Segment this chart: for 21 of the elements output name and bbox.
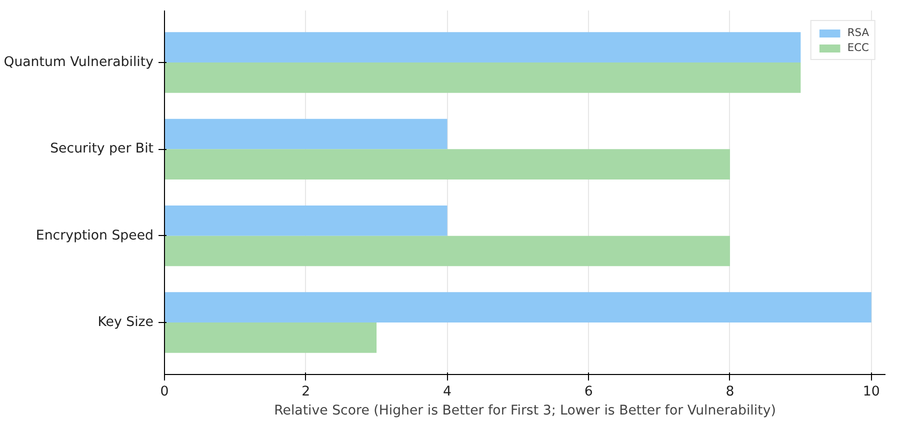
bar xyxy=(164,322,377,353)
x-tick-label: 4 xyxy=(443,384,452,400)
x-tick-label: 0 xyxy=(160,384,169,400)
x-axis-title: Relative Score (Higher is Better for First 3; Lower is Better for Vulnerability) xyxy=(274,404,776,418)
bar xyxy=(164,206,448,236)
legend-label: ECC xyxy=(847,41,869,54)
y-tick-label: Encryption Speed xyxy=(36,228,154,244)
legend-label: RSA xyxy=(847,26,869,39)
y-tick-label: Key Size xyxy=(98,315,154,330)
x-tick-label: 8 xyxy=(726,384,734,400)
x-tick-label: 2 xyxy=(302,384,310,400)
y-tick-label: Quantum Vulnerability xyxy=(4,55,154,70)
x-tick-label: 6 xyxy=(584,384,593,400)
bar xyxy=(164,149,730,180)
x-tick-label: 10 xyxy=(862,384,880,400)
bar xyxy=(164,62,801,93)
bar xyxy=(164,236,730,266)
bar xyxy=(164,32,801,62)
y-tick-label: Security per Bit xyxy=(50,142,154,157)
bar xyxy=(164,292,872,322)
bar xyxy=(164,118,448,150)
